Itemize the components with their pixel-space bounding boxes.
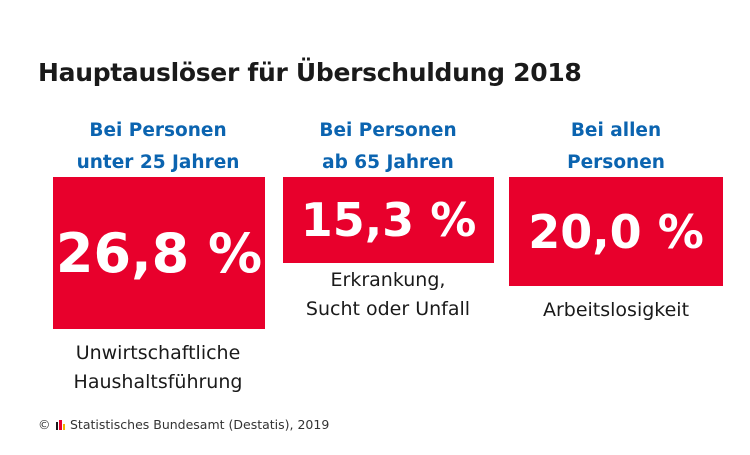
value-label: 26,8 % — [55, 221, 263, 285]
column-heading-1: Bei Personen unter 25 Jahren — [48, 115, 268, 179]
column-heading-line: Bei Personen — [319, 120, 457, 141]
cause-description-line: Sucht oder Unfall — [305, 298, 471, 320]
source-footer: © Statistisches Bundesamt (Destatis), 20… — [38, 417, 329, 432]
column-heading-line: Personen — [567, 152, 665, 173]
cause-description-line: Erkrankung, — [330, 269, 446, 291]
cause-description-2: Erkrankung, Sucht oder Unfall — [273, 266, 503, 324]
cause-description-line: Haushaltsführung — [73, 371, 243, 393]
column-heading-line: ab 65 Jahren — [322, 152, 454, 173]
cause-description-line: Unwirtschaftliche — [75, 342, 241, 364]
source-text: Statistisches Bundesamt (Destatis), 2019 — [70, 417, 330, 432]
page-title: Hauptauslöser für Überschuldung 2018 — [38, 58, 582, 87]
value-label: 15,3 % — [300, 193, 477, 247]
cause-description-1: Unwirtschaftliche Haushaltsführung — [43, 339, 273, 397]
value-box-1: 26,8 % — [53, 177, 265, 329]
column-heading-line: Bei allen — [570, 120, 662, 141]
value-box-3: 20,0 % — [509, 177, 723, 286]
column-heading-2: Bei Personen ab 65 Jahren — [278, 115, 498, 179]
value-label: 20,0 % — [528, 204, 704, 259]
column-heading-line: unter 25 Jahren — [76, 152, 240, 173]
cause-description-3: Arbeitslosigkeit — [501, 296, 731, 325]
cause-description-line: Arbeitslosigkeit — [542, 299, 690, 321]
copyright-symbol: © — [38, 417, 51, 432]
column-heading-line: Bei Personen — [89, 120, 227, 141]
destatis-logo-icon — [55, 419, 65, 430]
column-heading-3: Bei allen Personen — [506, 115, 726, 179]
value-box-2: 15,3 % — [283, 177, 494, 263]
